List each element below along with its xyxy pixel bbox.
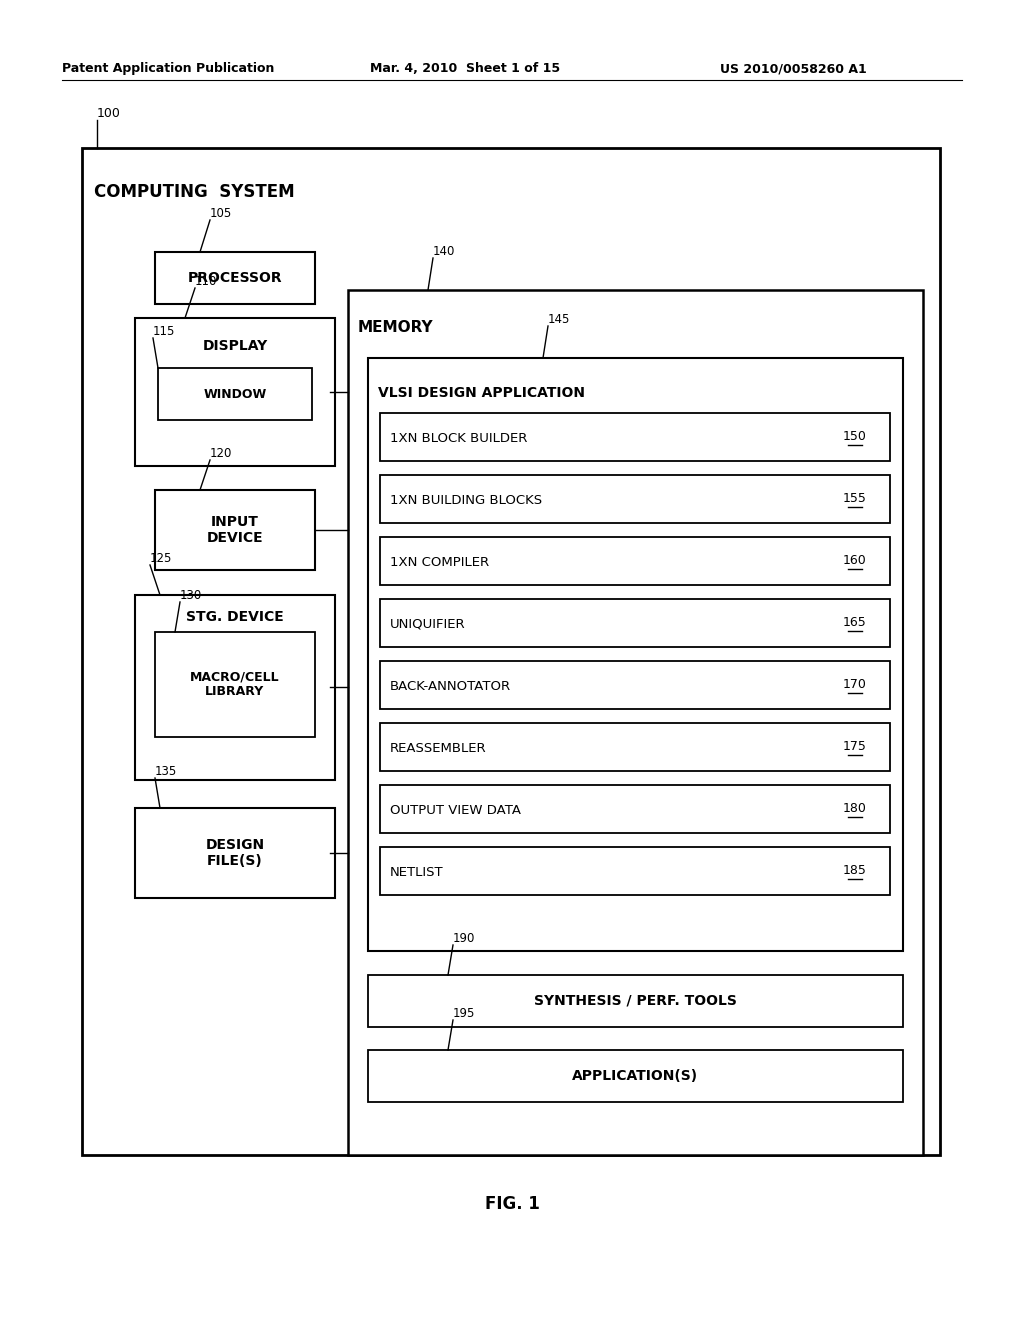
- Text: OUTPUT VIEW DATA: OUTPUT VIEW DATA: [390, 804, 521, 817]
- Bar: [368, 1049, 903, 1102]
- Text: DISPLAY: DISPLAY: [203, 339, 267, 352]
- Bar: [380, 537, 890, 585]
- Text: 190: 190: [453, 932, 475, 945]
- Text: 165: 165: [843, 616, 867, 630]
- Text: 1XN BLOCK BUILDER: 1XN BLOCK BUILDER: [390, 432, 527, 445]
- Bar: [135, 595, 335, 780]
- Text: VLSI DESIGN APPLICATION: VLSI DESIGN APPLICATION: [378, 385, 585, 400]
- Bar: [368, 975, 903, 1027]
- Text: 180: 180: [843, 803, 867, 816]
- Text: REASSEMBLER: REASSEMBLER: [390, 742, 486, 755]
- Bar: [348, 290, 923, 1155]
- Text: 170: 170: [843, 678, 867, 692]
- Bar: [380, 661, 890, 709]
- Bar: [155, 252, 315, 304]
- Bar: [380, 785, 890, 833]
- Text: 175: 175: [843, 741, 867, 754]
- Text: 185: 185: [843, 865, 867, 878]
- Text: 110: 110: [195, 275, 217, 288]
- Text: 1XN BUILDING BLOCKS: 1XN BUILDING BLOCKS: [390, 494, 542, 507]
- Text: 105: 105: [210, 207, 232, 220]
- Bar: [135, 318, 335, 466]
- Text: COMPUTING  SYSTEM: COMPUTING SYSTEM: [94, 183, 295, 201]
- Bar: [380, 475, 890, 523]
- Text: PROCESSOR: PROCESSOR: [187, 271, 283, 285]
- Bar: [135, 808, 335, 898]
- Text: 150: 150: [843, 430, 867, 444]
- Text: 135: 135: [155, 766, 177, 777]
- Text: NETLIST: NETLIST: [390, 866, 443, 879]
- Bar: [155, 632, 315, 737]
- Bar: [82, 148, 940, 1155]
- Text: 120: 120: [210, 447, 232, 459]
- Text: Patent Application Publication: Patent Application Publication: [62, 62, 274, 75]
- Bar: [155, 490, 315, 570]
- Bar: [380, 413, 890, 461]
- Text: BACK-ANNOTATOR: BACK-ANNOTATOR: [390, 680, 511, 693]
- Text: MEMORY: MEMORY: [358, 319, 433, 335]
- Text: 195: 195: [453, 1007, 475, 1020]
- Text: 1XN COMPILER: 1XN COMPILER: [390, 556, 489, 569]
- Text: 160: 160: [843, 554, 867, 568]
- Text: MACRO/CELL
LIBRARY: MACRO/CELL LIBRARY: [190, 671, 280, 698]
- Text: Mar. 4, 2010  Sheet 1 of 15: Mar. 4, 2010 Sheet 1 of 15: [370, 62, 560, 75]
- Text: 155: 155: [843, 492, 867, 506]
- Text: STG. DEVICE: STG. DEVICE: [186, 610, 284, 624]
- Text: SYNTHESIS / PERF. TOOLS: SYNTHESIS / PERF. TOOLS: [534, 994, 736, 1008]
- Bar: [380, 599, 890, 647]
- Text: UNIQUIFIER: UNIQUIFIER: [390, 618, 466, 631]
- Bar: [380, 723, 890, 771]
- Bar: [368, 358, 903, 950]
- Text: US 2010/0058260 A1: US 2010/0058260 A1: [720, 62, 866, 75]
- Text: 115: 115: [153, 325, 175, 338]
- Text: APPLICATION(S): APPLICATION(S): [572, 1069, 698, 1082]
- Text: DESIGN
FILE(S): DESIGN FILE(S): [206, 838, 264, 869]
- Text: INPUT
DEVICE: INPUT DEVICE: [207, 515, 263, 545]
- Text: 130: 130: [180, 589, 203, 602]
- Text: 125: 125: [150, 552, 172, 565]
- Text: 145: 145: [548, 313, 570, 326]
- Text: 100: 100: [97, 107, 121, 120]
- Text: FIG. 1: FIG. 1: [484, 1195, 540, 1213]
- Text: WINDOW: WINDOW: [204, 388, 266, 400]
- Bar: [158, 368, 312, 420]
- Bar: [380, 847, 890, 895]
- Text: 140: 140: [433, 246, 456, 257]
